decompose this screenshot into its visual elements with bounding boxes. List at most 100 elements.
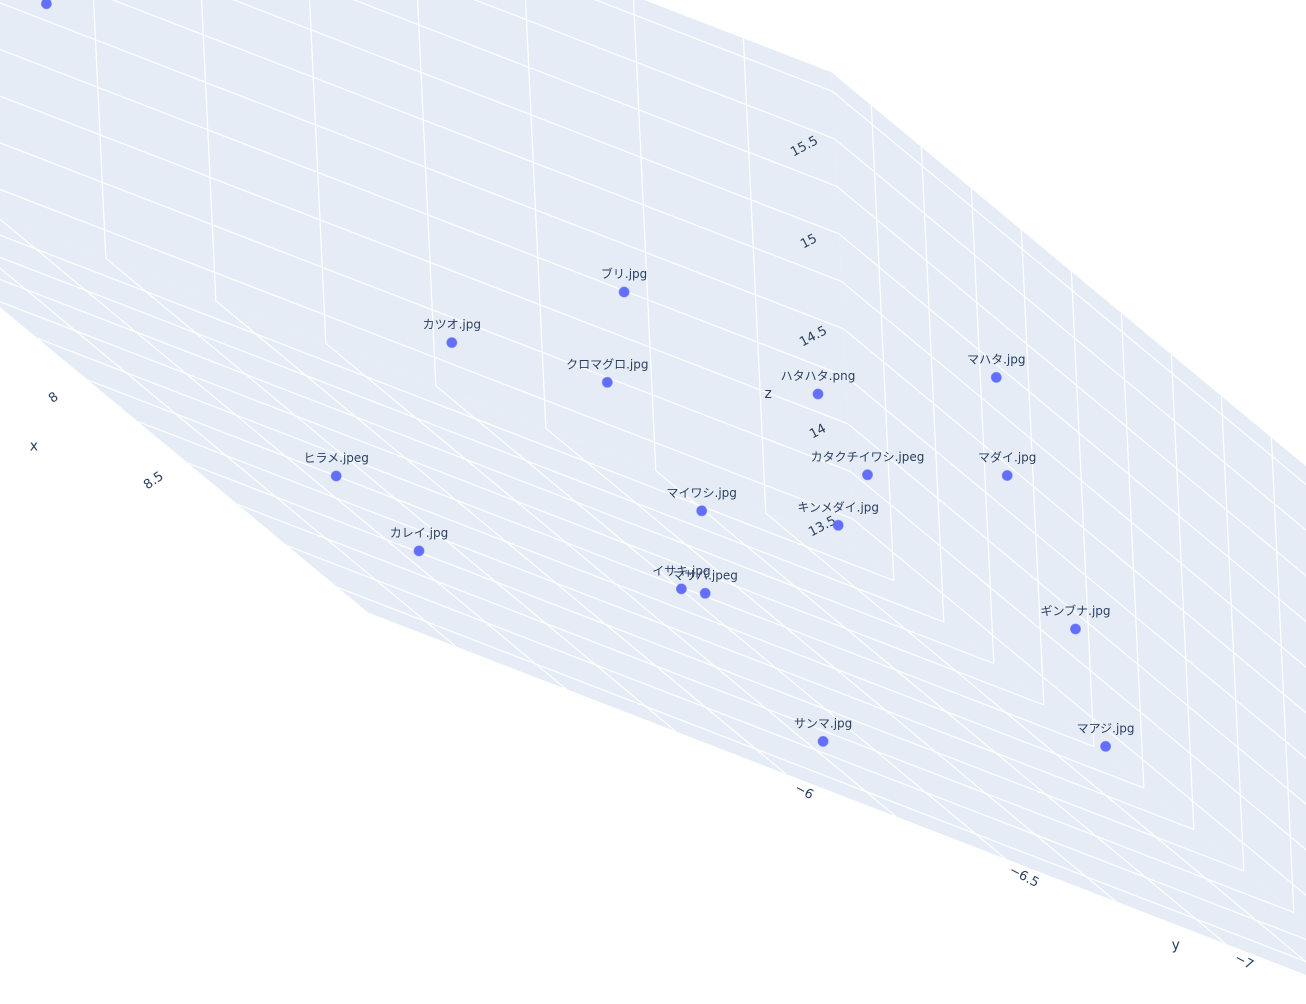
point-label: マイワシ.jpg [667, 486, 737, 500]
grid-line-z [845, 375, 1306, 760]
grid-line-x [1020, 229, 1045, 706]
grid-line-z [831, 90, 1306, 486]
data-point[interactable]: マハタ.jpg [967, 352, 1025, 383]
point-label: ハタハタ.png [781, 369, 856, 383]
grid-line-z [838, 233, 1306, 623]
point-label: ギンブナ.jpg [1040, 603, 1110, 618]
point-marker[interactable] [990, 371, 1002, 383]
point-marker[interactable] [1070, 623, 1081, 635]
point-marker[interactable] [330, 470, 342, 482]
grid-line-y [0, 218, 567, 690]
axis-titles: x y z [30, 386, 1180, 954]
data-point[interactable]: ギンブナ.jpg [1040, 603, 1111, 635]
grid-line-x [1270, 437, 1295, 913]
grid-line-z [834, 138, 1306, 531]
point-label: カタクチイワシ.jpeg [811, 450, 925, 464]
grid-line-y [742, 38, 767, 514]
data-point[interactable]: マアジ.jpg [1077, 721, 1135, 752]
data-point[interactable]: カレイ.jpg [390, 526, 448, 557]
data-point[interactable]: ハタハタ.png [781, 369, 856, 400]
grid-line-x [1220, 395, 1245, 872]
point-marker[interactable] [812, 388, 824, 400]
data-point[interactable]: キンメダイ.jpg [797, 499, 879, 531]
grid-line-z [852, 518, 1306, 896]
grid-line-y [201, 0, 217, 301]
point-marker[interactable] [832, 519, 844, 531]
point-label: マアジ.jpg [1077, 721, 1135, 735]
point-label: サンマ.jpg [794, 716, 852, 730]
grid-line-z [849, 470, 1306, 851]
data-point[interactable]: ブリ.jpg [601, 266, 647, 298]
grid-line-z [836, 185, 1306, 577]
data-point[interactable]: イサキ.jpg [652, 564, 711, 595]
grid-line-z [352, 0, 837, 187]
z-tick-label: 15 [798, 231, 820, 252]
point-label: カレイ.jpg [390, 526, 448, 540]
point-marker[interactable] [1100, 740, 1112, 752]
data-point[interactable]: マサバ.jpeg [673, 568, 738, 599]
data-point[interactable]: カタクチイワシ.jpeg [811, 450, 925, 481]
x-axis-title: x [30, 438, 38, 454]
grid-line-y [416, 0, 437, 386]
point-marker[interactable] [601, 376, 613, 388]
grid-line-y [325, 342, 897, 817]
grid-line-y [93, 0, 107, 259]
point-label: マダイ.jpg [978, 450, 1036, 465]
grid-line-y [105, 257, 677, 732]
grid-line-y [215, 300, 787, 775]
grid-line-x [920, 146, 945, 623]
point-marker[interactable] [1001, 470, 1013, 481]
grid-line-z [0, 142, 851, 472]
data-points[interactable]: ボタンエビ.jpgクルマエビ.jpegミズダコ.jpgマダコ.jpgスルメイカ.… [0, 0, 1135, 752]
grid-line-z [0, 48, 846, 377]
point-marker[interactable] [817, 735, 829, 747]
grid-line-x [1170, 354, 1195, 830]
grid-line-y [0, 267, 457, 647]
data-point[interactable]: クロマグロ.jpg [566, 357, 648, 388]
grid-line-z [840, 280, 1306, 668]
point-label: キンメダイ.jpg [797, 499, 879, 514]
point-label: マサバ.jpeg [673, 568, 738, 582]
pane-xy-floor [0, 217, 1306, 975]
data-point[interactable]: カツオ.jpg [423, 318, 481, 349]
x-tick-label: 8 [46, 389, 61, 406]
point-marker[interactable] [413, 545, 425, 557]
z-tick-label: 14 [807, 421, 829, 442]
grid-line-x [1120, 312, 1145, 789]
data-point[interactable]: マダイ.jpg [978, 450, 1036, 481]
point-label: カツオ.jpg [423, 318, 481, 332]
grid-line-z [594, 0, 833, 92]
point-marker[interactable] [699, 587, 711, 599]
data-point[interactable]: マイワシ.jpg [667, 486, 737, 517]
grid-line-x [970, 188, 995, 664]
y-axis-title: y [1172, 937, 1180, 953]
grid-line-y [435, 385, 1007, 860]
grid-line-z [847, 423, 1306, 805]
point-marker[interactable] [446, 337, 458, 349]
grid-line-y [765, 512, 1306, 963]
y-tick-label: −7 [1232, 951, 1256, 973]
point-marker[interactable] [696, 505, 708, 517]
data-point[interactable]: アオリイカ.jpg [5, 0, 87, 10]
point-label: ヒラメ.jpeg [303, 451, 368, 465]
grid-line-x [870, 105, 895, 581]
grid-line-z [843, 328, 1306, 714]
point-marker[interactable] [618, 286, 630, 298]
data-point[interactable]: サンマ.jpg [794, 716, 852, 747]
point-marker[interactable] [675, 583, 687, 595]
grid-line-z [473, 0, 835, 140]
x-tick-label: 8.5 [141, 469, 167, 493]
grid-line-y [524, 0, 547, 429]
grid-line-y [655, 470, 1227, 945]
z-axis-title: z [765, 386, 772, 402]
point-label: マハタ.jpg [967, 352, 1025, 366]
point-marker[interactable] [40, 0, 52, 10]
grid-line-z [0, 188, 853, 520]
point-label: イサキ.jpg [652, 564, 710, 578]
data-point[interactable]: ヒラメ.jpeg [303, 451, 369, 482]
point-marker[interactable] [862, 469, 873, 481]
grid-line-y [308, 0, 327, 344]
grid-line-z [232, 0, 840, 235]
